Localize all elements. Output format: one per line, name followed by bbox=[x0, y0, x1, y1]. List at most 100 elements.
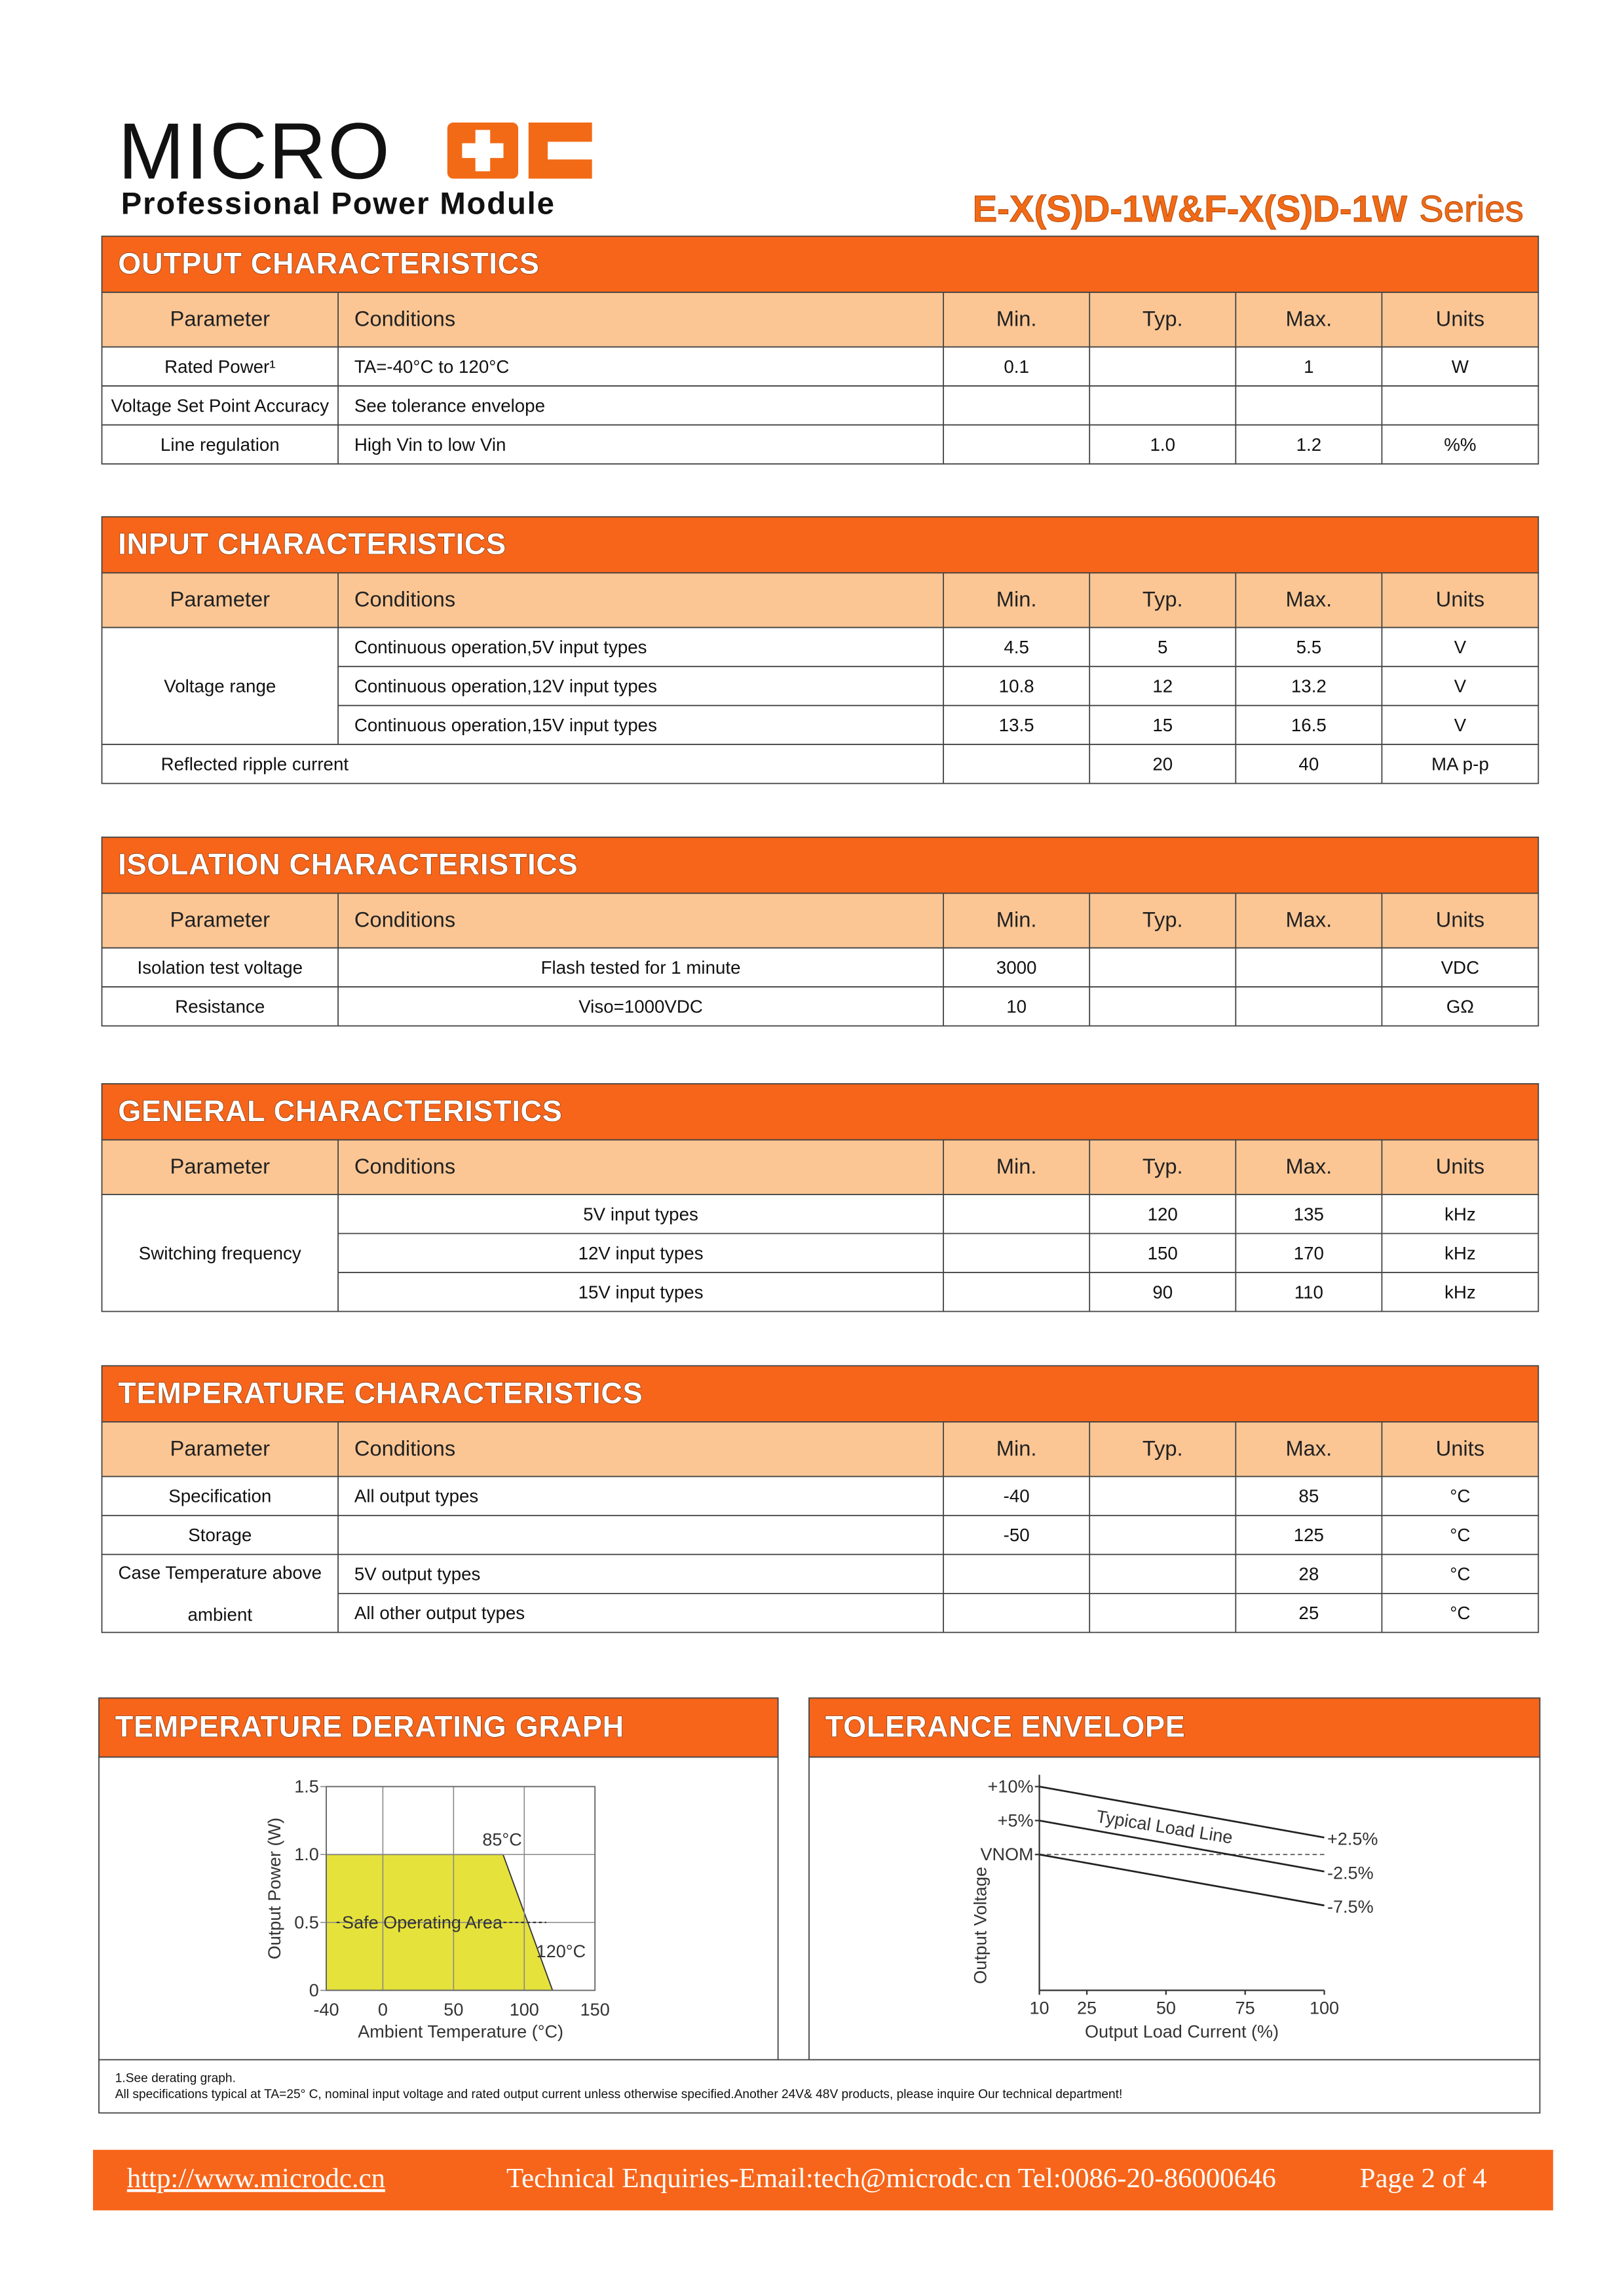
table-row bbox=[101, 626, 1539, 746]
y-tick-label: 0 bbox=[309, 1981, 319, 2000]
cell-text: 15 bbox=[1152, 715, 1173, 735]
y-tick-label: 0.5 bbox=[294, 1913, 319, 1932]
column-header: Max. bbox=[1285, 1436, 1332, 1460]
column-header: Max. bbox=[1285, 587, 1332, 611]
note: 1.See derating graph. bbox=[115, 2071, 236, 2085]
cell-text: See tolerance envelope bbox=[354, 395, 545, 415]
column-header: Min. bbox=[996, 908, 1037, 932]
header-row bbox=[101, 1139, 1539, 1195]
cell-text: 5 bbox=[1158, 637, 1167, 657]
table-row bbox=[101, 1194, 1539, 1312]
panel-title-bar bbox=[808, 1697, 1541, 1758]
cell-text: °C bbox=[1450, 1603, 1470, 1623]
cell-text: °C bbox=[1450, 1486, 1470, 1506]
x-tick-label: -40 bbox=[314, 2000, 339, 2019]
column-header: Min. bbox=[996, 1436, 1037, 1460]
cell-text: VDC bbox=[1441, 957, 1480, 978]
value-label: +2.5% bbox=[1327, 1829, 1378, 1849]
cell-text: 28 bbox=[1298, 1564, 1319, 1584]
cell-text: 13.2 bbox=[1291, 676, 1327, 696]
cell-text: kHz bbox=[1445, 1282, 1476, 1302]
section-title-bar bbox=[101, 516, 1539, 574]
cell-text: V bbox=[1454, 676, 1467, 696]
cell-text: Flash tested for 1 minute bbox=[541, 957, 741, 978]
parameter: Case Temperature above bbox=[118, 1562, 322, 1582]
parameter: Rated Power¹ bbox=[164, 356, 275, 377]
cell-text: 13.5 bbox=[999, 715, 1034, 735]
annotation: 120°C bbox=[537, 1942, 586, 1961]
series-name: E-X(S)D-1W&F-X(S)D-1W bbox=[973, 188, 1408, 229]
cell-text: kHz bbox=[1445, 1243, 1476, 1263]
cell-text: 5V output types bbox=[354, 1564, 481, 1584]
x-tick-label: 0 bbox=[378, 2000, 388, 2019]
parameter: Isolation test voltage bbox=[138, 957, 303, 978]
x-tick-label: 25 bbox=[1077, 1999, 1097, 2018]
column-header: Min. bbox=[996, 1154, 1037, 1178]
cell-text: 135 bbox=[1294, 1204, 1324, 1224]
section-title: INPUT CHARACTERISTICS bbox=[118, 527, 506, 561]
y-tick-label: +10% bbox=[988, 1777, 1034, 1797]
cell-text: GΩ bbox=[1446, 996, 1474, 1016]
column-header: Parameter bbox=[170, 307, 271, 331]
column-header: Min. bbox=[996, 307, 1037, 331]
load-line bbox=[1039, 1853, 1325, 1907]
x-tick-label: 10 bbox=[1030, 1999, 1049, 2018]
panel-title-bar bbox=[98, 1697, 779, 1758]
header-row bbox=[101, 292, 1539, 348]
table-row bbox=[101, 744, 1539, 784]
cell-text: 5V input types bbox=[583, 1204, 698, 1224]
parameter: Voltage Set Point Accuracy bbox=[111, 395, 329, 415]
cell-text: kHz bbox=[1445, 1204, 1476, 1224]
cell-text: 170 bbox=[1294, 1243, 1324, 1263]
x-tick-label: 100 bbox=[1310, 1999, 1339, 2018]
section-title: TEMPERATURE CHARACTERISTICS bbox=[118, 1376, 643, 1409]
panel-title: TEMPERATURE DERATING GRAPH bbox=[115, 1710, 624, 1744]
footer-contact: Technical Enquiries-Email:tech@microdc.c… bbox=[506, 2163, 1276, 2194]
panel-body bbox=[808, 1756, 1541, 2061]
series-suffix: Series bbox=[1419, 188, 1524, 229]
cell-text: Continuous operation,12V input types bbox=[354, 676, 657, 696]
logo-mark bbox=[447, 123, 592, 179]
column-header: Typ. bbox=[1142, 1436, 1183, 1460]
y-tick-label: 1.0 bbox=[294, 1845, 319, 1864]
column-header: Parameter bbox=[170, 587, 271, 611]
cell-text: 150 bbox=[1148, 1243, 1178, 1263]
table-row bbox=[101, 424, 1539, 465]
x-tick-label: 75 bbox=[1236, 1999, 1255, 2018]
value-label: -7.5% bbox=[1327, 1897, 1374, 1917]
annotation: 85°C bbox=[482, 1830, 521, 1850]
cell-text: Viso=1000VDC bbox=[578, 996, 703, 1016]
footer-page: Page 2 of 4 bbox=[1360, 2163, 1487, 2194]
cell-text: 12 bbox=[1152, 676, 1173, 696]
x-tick-label: 50 bbox=[444, 2000, 463, 2019]
column-header: Min. bbox=[996, 587, 1037, 611]
column-header: Units bbox=[1436, 908, 1484, 932]
parameter: Switching frequency bbox=[139, 1243, 301, 1263]
column-header: Max. bbox=[1285, 908, 1332, 932]
cell-text: -50 bbox=[1004, 1525, 1030, 1545]
cell-text: 90 bbox=[1152, 1282, 1173, 1302]
parameter: Specification bbox=[168, 1486, 271, 1506]
footer-url[interactable]: http://www.microdc.cn bbox=[127, 2163, 385, 2194]
column-header: Typ. bbox=[1142, 587, 1183, 611]
plot-frame bbox=[326, 1786, 596, 1991]
cell-text: 3000 bbox=[996, 957, 1037, 978]
cell-text: 15V input types bbox=[578, 1282, 704, 1302]
cell-text: 10.8 bbox=[999, 676, 1034, 696]
footer-bar bbox=[92, 2149, 1553, 2211]
cell-text: All output types bbox=[354, 1486, 478, 1506]
column-header: Max. bbox=[1285, 307, 1332, 331]
panel-title: TOLERANCE ENVELOPE bbox=[825, 1710, 1186, 1744]
cell-text: 110 bbox=[1294, 1282, 1323, 1302]
x-tick-label: 150 bbox=[580, 2000, 610, 2019]
x-axis-title: Ambient Temperature (°C) bbox=[358, 2022, 563, 2042]
column-header: Conditions bbox=[354, 307, 455, 331]
section: INPUT CHARACTERISTICS Parameter Conditions… bbox=[101, 516, 1539, 784]
cell-text: TA=-40°C to 120°C bbox=[354, 356, 509, 377]
series-title: E-X(S)D-1W&F-X(S)D-1W Series bbox=[973, 188, 1524, 229]
column-header: Typ. bbox=[1142, 908, 1183, 932]
column-header: Conditions bbox=[354, 587, 455, 611]
parameter: Voltage range bbox=[164, 676, 276, 696]
load-line bbox=[1039, 1820, 1325, 1873]
